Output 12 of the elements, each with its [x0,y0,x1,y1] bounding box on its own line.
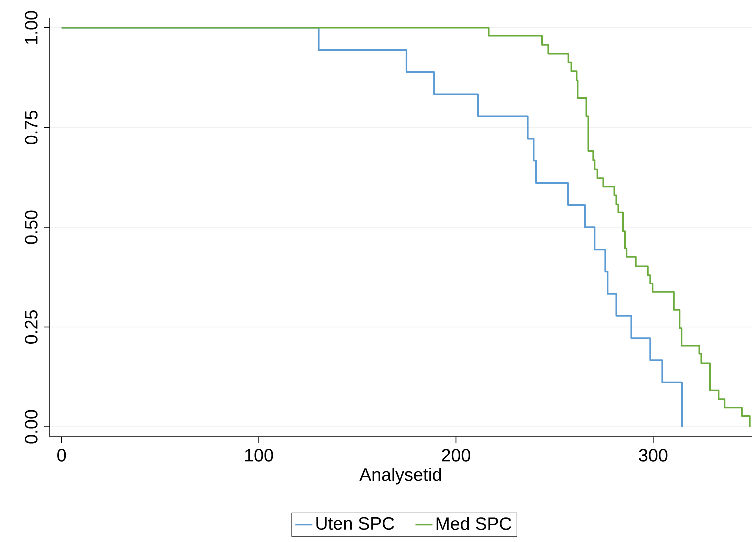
legend-label: Med SPC [436,517,512,530]
y-tick-label: 1.00 [25,11,38,44]
legend-label: Uten SPC [316,517,394,530]
x-tick-label: 300 [639,449,668,462]
y-tick-label: 0.75 [25,111,38,144]
y-tick-label: 0.50 [25,210,38,244]
x-axis-title: Analysetid [360,468,442,485]
y-tick-label: 0.25 [25,310,38,344]
x-tick-label: 200 [442,449,470,462]
x-tick-label: 100 [245,449,274,462]
y-tick-label: 0.00 [25,410,38,444]
x-tick-label: 0 [58,449,66,462]
